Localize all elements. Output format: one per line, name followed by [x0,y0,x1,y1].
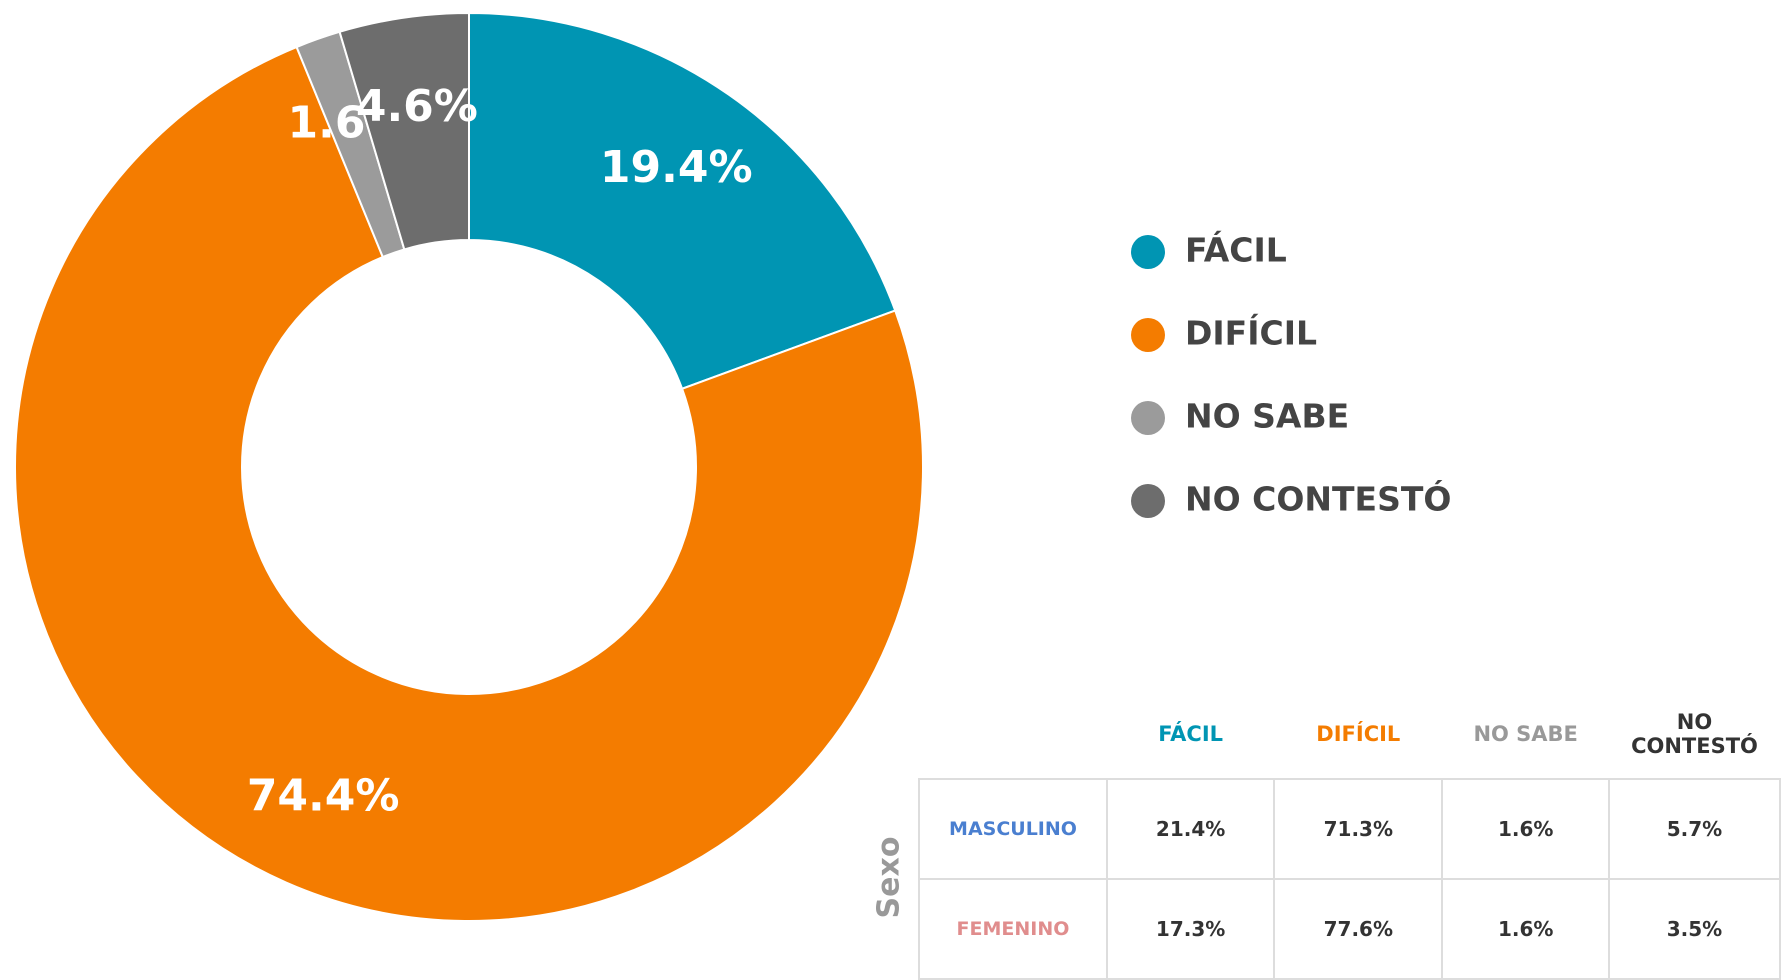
row-header: Sexo [871,836,907,919]
legend-label: NO SABE [1185,397,1349,436]
table: FÁCIL DIFÍCIL NO SABE NO CONTESTÓ MASCULINO 2… [918,690,1781,980]
donut-slice [468,11,897,391]
cell: 21.4% [1105,778,1276,880]
row-label: MASCULINO [918,778,1108,880]
legend-marker [1131,401,1165,435]
column-header: NO CONTESTÓ [1631,710,1758,758]
legend-label: DIFÍCIL [1185,313,1317,353]
table-row: MASCULINO 21.4% 71.3% 1.6% 5.7% [918,778,1781,880]
column-header: NO SABE [1473,722,1578,746]
cell: 1.6% [1441,778,1610,880]
legend-label: FÁCIL [1185,230,1287,270]
legend-marker [1131,318,1165,352]
donut-slice [14,45,924,922]
column-header: DIFÍCIL [1316,722,1401,746]
cell: 71.3% [1273,778,1444,880]
row-label: FEMENINO [918,878,1108,980]
cell: 3.5% [1607,878,1781,980]
legend-marker [1131,484,1165,518]
cell: 17.3% [1105,878,1276,980]
data-label: 19.4% [600,142,753,193]
data-label: 4.6% [356,81,478,132]
column-header: FÁCIL [1158,722,1224,746]
data-label: 74.4% [247,770,400,821]
cell: 77.6% [1273,878,1444,980]
donut-slice [338,11,470,251]
cell: 1.6% [1441,878,1610,980]
table-row: FEMENINO 17.3% 77.6% 1.6% 3.5% [918,878,1781,980]
cell: 5.7% [1607,778,1781,880]
legend-label: NO CONTESTÓ [1185,479,1451,519]
header-cell [919,690,1107,779]
legend-marker [1131,235,1165,269]
